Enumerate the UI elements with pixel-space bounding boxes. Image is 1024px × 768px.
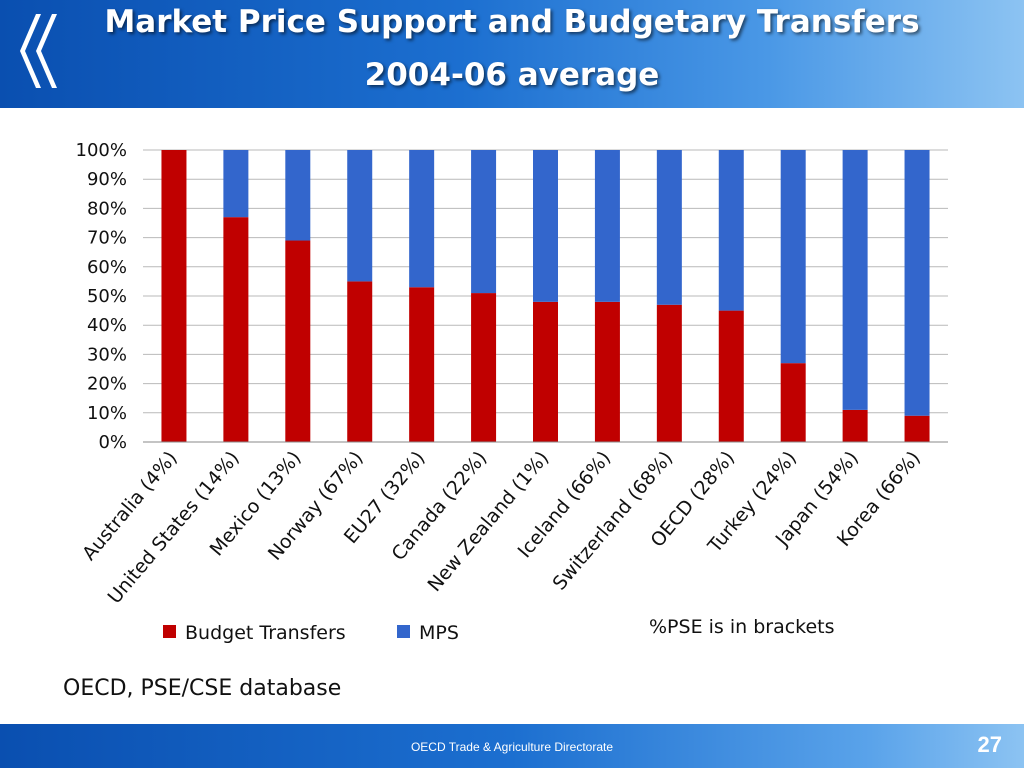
legend-label: Budget Transfers [185, 622, 346, 644]
bar-budget-transfers [533, 301, 558, 442]
y-tick-label: 90% [87, 169, 127, 190]
y-tick-label: 40% [87, 315, 127, 336]
footer-organization: OECD Trade & Agriculture Directorate [410, 740, 614, 754]
x-category-label: New Zealand (1%) [423, 447, 553, 596]
legend-swatch [163, 625, 176, 638]
pse-note: %PSE is in brackets [649, 616, 835, 638]
x-category-label: Switzerland (68%) [549, 447, 678, 594]
legend-label: MPS [419, 622, 459, 644]
bar-budget-transfers [471, 293, 497, 442]
legend-swatch [397, 625, 410, 638]
bar-budget-transfers [409, 287, 435, 442]
y-tick-label: 10% [87, 403, 127, 424]
y-tick-label: 100% [76, 140, 127, 161]
bar-mps [780, 150, 806, 364]
stacked-bar-chart: 0%10%20%30%40%50%60%70%80%90%100%Austral… [76, 140, 948, 644]
bar-budget-transfers [347, 281, 373, 442]
bar-mps [409, 150, 435, 288]
bar-budget-transfers [285, 240, 311, 442]
y-tick-label: 30% [87, 344, 127, 365]
bar-mps [842, 150, 868, 410]
slide-subtitle: 2004-06 average [364, 57, 660, 93]
bar-budget-transfers [594, 301, 620, 442]
bar-mps [347, 150, 373, 282]
bar-mps [223, 150, 249, 218]
y-tick-label: 50% [87, 286, 127, 307]
bar-budget-transfers [223, 217, 249, 442]
oecd-chevron-logo-icon [20, 14, 57, 88]
title-banner: Market Price Support and Budgetary Trans… [0, 0, 1024, 108]
page-number: 27 [977, 732, 1002, 757]
bar-mps [533, 150, 558, 302]
bar-mps [594, 150, 620, 302]
bar-budget-transfers [842, 409, 868, 442]
bar-budget-transfers [718, 310, 744, 442]
y-tick-label: 20% [87, 374, 127, 395]
source-citation: OECD, PSE/CSE database [63, 676, 342, 701]
slide-title: Market Price Support and Budgetary Trans… [104, 4, 920, 40]
y-tick-label: 70% [87, 228, 127, 249]
bar-mps [718, 150, 744, 311]
bar-budget-transfers [161, 150, 187, 442]
y-tick-label: 60% [87, 257, 127, 278]
bar-budget-transfers [904, 415, 930, 442]
bar-budget-transfers [656, 304, 682, 442]
bar-mps [656, 150, 682, 305]
y-tick-label: 80% [87, 198, 127, 219]
bar-budget-transfers [780, 363, 806, 442]
bar-mps [471, 150, 497, 294]
bar-mps [285, 150, 311, 241]
bar-mps [904, 150, 930, 416]
y-tick-label: 0% [98, 432, 127, 453]
footer-bar: OECD Trade & Agriculture Directorate 27 [0, 724, 1024, 768]
